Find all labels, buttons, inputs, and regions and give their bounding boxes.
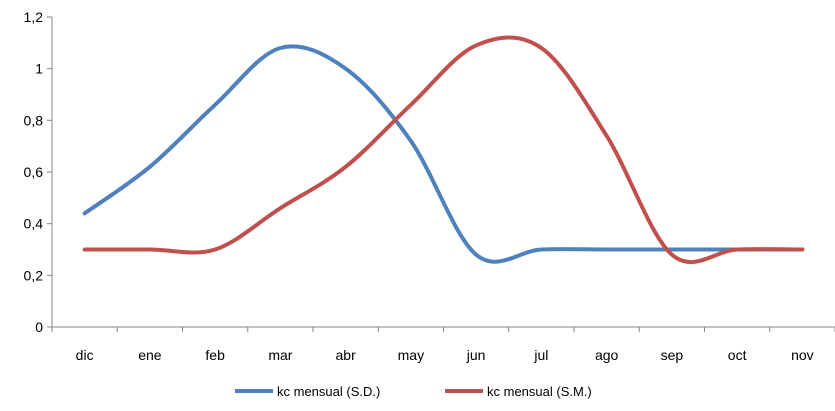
x-tick-label: nov xyxy=(791,347,814,363)
y-tick-label: 0,6 xyxy=(24,164,44,180)
x-tick-label: mar xyxy=(268,347,292,363)
y-tick-label: 1,2 xyxy=(24,9,44,25)
x-tick-label: abr xyxy=(336,347,357,363)
x-tick-label: oct xyxy=(728,347,747,363)
x-tick-label: dic xyxy=(76,347,94,363)
series-line-2 xyxy=(82,35,805,265)
x-tick-label: jul xyxy=(533,347,548,363)
y-tick-label: 1 xyxy=(35,61,43,77)
series-layer xyxy=(82,35,805,265)
axes: 0 0,2 0,4 0,6 0,8 1 1,2 dic ene feb mar abr may jun ju… xyxy=(24,9,835,363)
y-tick-label: 0,4 xyxy=(24,216,44,232)
legend: kc mensual (S.D.) kc mensual (S.M.) xyxy=(235,384,592,399)
x-tick-label: feb xyxy=(205,347,225,363)
y-tick-label: 0,8 xyxy=(24,112,44,128)
y-tick-label: 0 xyxy=(35,319,43,335)
legend-label-2: kc mensual (S.M.) xyxy=(487,384,592,399)
y-tick-label: 0,2 xyxy=(24,267,44,283)
x-tick-label: ene xyxy=(138,347,162,363)
series-line-1 xyxy=(82,44,805,264)
x-tick-label: sep xyxy=(661,347,684,363)
legend-label-1: kc mensual (S.D.) xyxy=(277,384,380,399)
x-tick-label: jun xyxy=(466,347,486,363)
x-tick-label: may xyxy=(398,347,424,363)
x-tick-label: ago xyxy=(595,347,619,363)
